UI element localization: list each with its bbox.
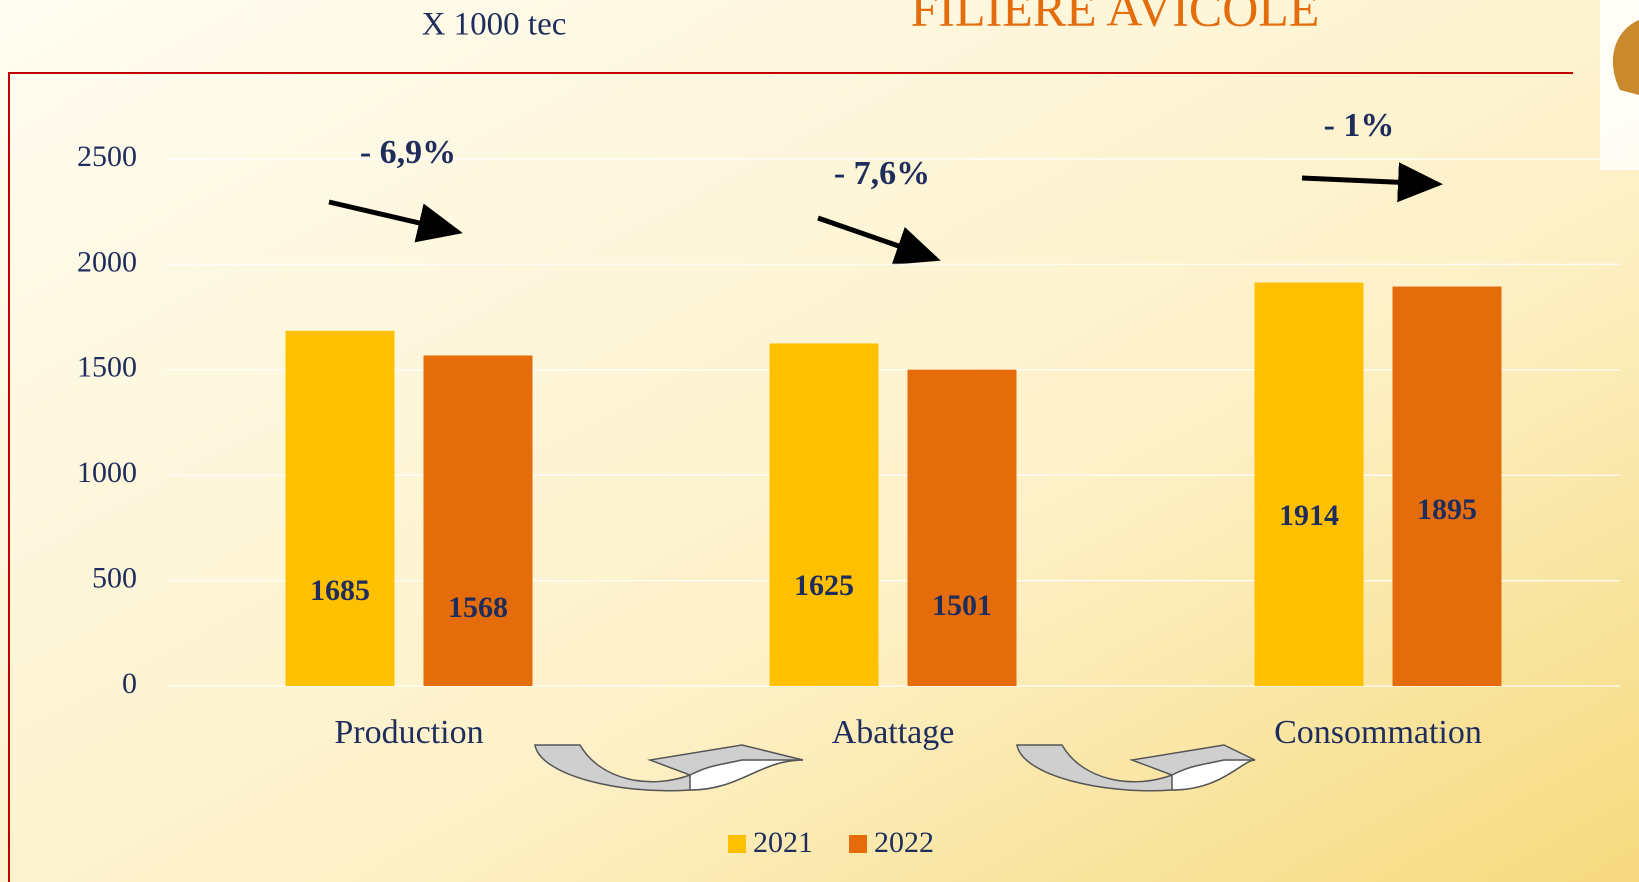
legend-label: 2021 — [753, 826, 813, 859]
frame — [8, 72, 1573, 882]
chart-title: FILIERE AVICOLE — [911, 0, 1320, 36]
annotation: - 6,9% — [360, 134, 456, 171]
y-tick-label: 2000 — [77, 245, 137, 278]
y-tick-label: 1500 — [77, 351, 137, 384]
y-tick-label: 2500 — [77, 140, 137, 173]
data-label: 1914 — [1279, 499, 1339, 532]
x-tick-label: Consommation — [1274, 714, 1482, 751]
x-tick-label: Production — [334, 714, 483, 751]
bar — [1392, 286, 1502, 686]
legend-swatch — [849, 835, 867, 853]
flow-arrow — [534, 744, 804, 792]
y-tick-label: 1000 — [77, 456, 137, 489]
decoration — [1612, 20, 1639, 95]
bar — [423, 355, 533, 686]
bar — [285, 330, 395, 686]
trend-arrow — [817, 215, 941, 265]
subtitle: X 1000 tec — [422, 7, 567, 43]
data-label: 1685 — [310, 574, 370, 607]
data-label: 1501 — [932, 589, 992, 622]
x-tick-label: Abattage — [832, 714, 955, 751]
legend-swatch — [728, 835, 746, 853]
data-label: 1568 — [448, 591, 508, 624]
annotation: - 1% — [1324, 107, 1395, 144]
flow-arrow — [1016, 744, 1256, 792]
trend-arrow — [328, 199, 463, 243]
legend-label: 2022 — [874, 826, 934, 859]
y-tick-label: 500 — [92, 561, 137, 594]
bar — [1254, 282, 1364, 686]
y-tick-label: 0 — [122, 667, 137, 700]
bar — [769, 343, 879, 686]
data-label: 1895 — [1417, 493, 1477, 526]
annotation: - 7,6% — [834, 155, 930, 192]
bar — [907, 369, 1017, 686]
data-label: 1625 — [794, 569, 854, 602]
trend-arrow — [1301, 162, 1443, 203]
